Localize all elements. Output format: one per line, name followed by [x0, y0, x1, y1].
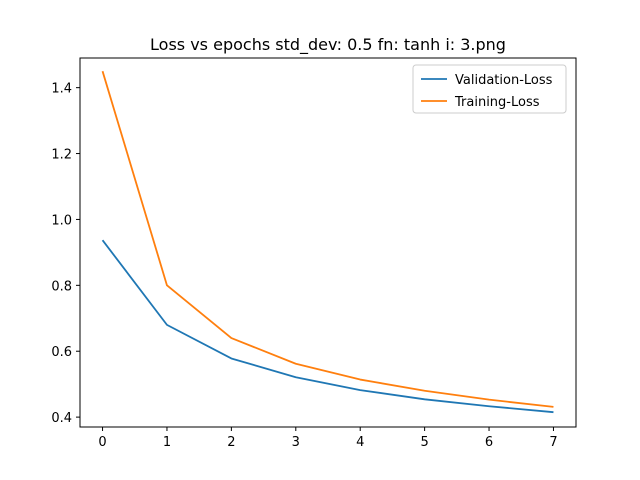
y-tick-label: 0.6: [51, 345, 72, 360]
x-tick-label: 6: [485, 435, 493, 450]
x-tick-label: 2: [227, 435, 235, 450]
series-line-training-loss: [101, 70, 554, 408]
y-tick-label: 0.4: [51, 411, 72, 426]
x-tick-label: 5: [420, 435, 428, 450]
x-tick-label: 0: [98, 435, 106, 450]
chart-title: Loss vs epochs std_dev: 0.5 fn: tanh i: …: [150, 35, 506, 55]
y-tick-label: 1.4: [51, 82, 72, 97]
plot-area: [79, 57, 577, 428]
y-axis: 0.4 0.6 0.8 1.0 1.2 1.4: [51, 82, 80, 426]
x-tick-label: 4: [356, 435, 364, 450]
legend-box: [412, 64, 567, 114]
x-tick-label: 1: [163, 435, 171, 450]
series-layer: [101, 70, 554, 414]
x-tick-label: 3: [292, 435, 300, 450]
plot-frame: [79, 57, 577, 428]
y-tick-label: 1.0: [51, 213, 72, 228]
legend: Validation-Loss Training-Loss: [412, 64, 567, 114]
legend-label: Validation-Loss: [455, 73, 553, 88]
y-tick-label: 1.2: [51, 148, 72, 163]
legend-label: Training-Loss: [454, 95, 540, 110]
x-axis: 0 1 2 3 4 5 6 7: [98, 427, 558, 450]
x-tick-label: 7: [549, 435, 557, 450]
series-line-validation-loss: [101, 239, 554, 414]
y-tick-label: 0.8: [51, 279, 72, 294]
